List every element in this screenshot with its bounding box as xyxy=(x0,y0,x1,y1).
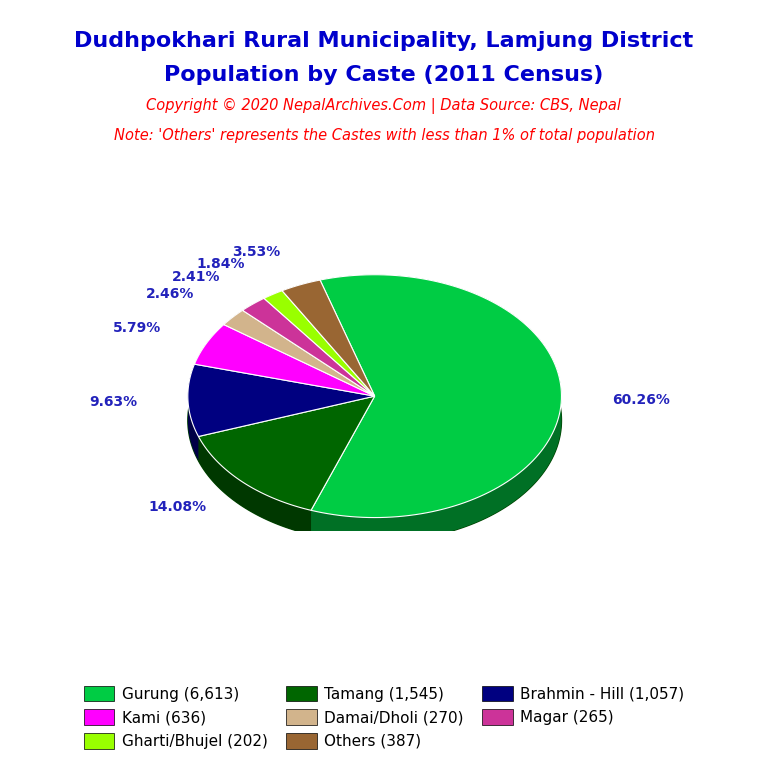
Text: Copyright © 2020 NepalArchives.Com | Data Source: CBS, Nepal: Copyright © 2020 NepalArchives.Com | Dat… xyxy=(147,98,621,114)
Polygon shape xyxy=(264,290,375,396)
Text: Dudhpokhari Rural Municipality, Lamjung District: Dudhpokhari Rural Municipality, Lamjung … xyxy=(74,31,694,51)
Polygon shape xyxy=(194,325,223,389)
Polygon shape xyxy=(311,275,561,518)
Text: 9.63%: 9.63% xyxy=(89,395,137,409)
Polygon shape xyxy=(188,364,198,461)
Text: 2.46%: 2.46% xyxy=(146,286,194,301)
Legend: Gurung (6,613), Kami (636), Gharti/Bhujel (202), Tamang (1,545), Damai/Dholi (27: Gurung (6,613), Kami (636), Gharti/Bhuje… xyxy=(76,678,692,756)
Polygon shape xyxy=(223,310,243,349)
Text: 5.79%: 5.79% xyxy=(113,321,161,335)
Polygon shape xyxy=(223,310,375,396)
Polygon shape xyxy=(243,298,375,396)
Polygon shape xyxy=(198,436,311,535)
Polygon shape xyxy=(188,364,375,436)
Polygon shape xyxy=(282,280,320,315)
Text: 14.08%: 14.08% xyxy=(148,500,206,514)
Polygon shape xyxy=(198,396,375,510)
Polygon shape xyxy=(282,280,375,396)
Text: 60.26%: 60.26% xyxy=(612,393,670,407)
Polygon shape xyxy=(264,290,282,323)
Text: Note: 'Others' represents the Castes with less than 1% of total population: Note: 'Others' represents the Castes wit… xyxy=(114,128,654,144)
Text: 2.41%: 2.41% xyxy=(171,270,220,283)
Text: 1.84%: 1.84% xyxy=(197,257,246,271)
Polygon shape xyxy=(188,299,561,542)
Polygon shape xyxy=(311,275,561,542)
Polygon shape xyxy=(243,298,264,335)
Text: Population by Caste (2011 Census): Population by Caste (2011 Census) xyxy=(164,65,604,85)
Text: 3.53%: 3.53% xyxy=(233,244,280,259)
Polygon shape xyxy=(194,325,375,396)
